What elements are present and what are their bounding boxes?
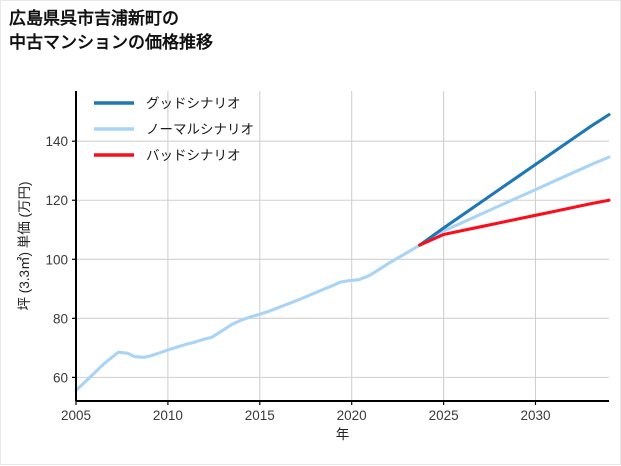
x-tick-label: 2005 bbox=[61, 408, 91, 423]
x-tick-label: 2030 bbox=[520, 408, 550, 423]
series-line-good bbox=[418, 113, 611, 247]
gridlines bbox=[76, 91, 609, 401]
series-line-normal bbox=[74, 155, 611, 392]
tick-labels: 60 80 100 120 140 2005 2010 2015 2020 2025 2030 bbox=[45, 134, 550, 423]
legend-label-bad: バッドシナリオ bbox=[146, 148, 241, 163]
y-tick-label: 100 bbox=[45, 252, 68, 267]
y-tick-label: 140 bbox=[45, 134, 68, 149]
x-tick-label: 2015 bbox=[245, 408, 275, 423]
axis-layer bbox=[72, 91, 609, 405]
chart-title: 広島県呉市吉浦新町の 中古マンションの価格推移 bbox=[9, 9, 213, 53]
y-tick-label: 60 bbox=[53, 370, 68, 385]
data-series-layer bbox=[74, 113, 611, 392]
x-tick-label: 2020 bbox=[337, 408, 367, 423]
y-tick-label: 120 bbox=[45, 193, 68, 208]
x-tick-label: 2010 bbox=[153, 408, 183, 423]
y-axis-title: 坪 (3.3㎡) 単価 (万円) bbox=[17, 181, 32, 310]
x-tick-label: 2025 bbox=[429, 408, 459, 423]
legend-label-normal: ノーマルシナリオ bbox=[146, 122, 254, 137]
y-tick-label: 80 bbox=[53, 311, 68, 326]
series-line-bad bbox=[418, 198, 611, 247]
axis-titles: 年 坪 (3.3㎡) 単価 (万円) bbox=[17, 181, 349, 442]
legend-label-good: グッドシナリオ bbox=[146, 96, 241, 111]
x-axis-title: 年 bbox=[336, 427, 350, 442]
